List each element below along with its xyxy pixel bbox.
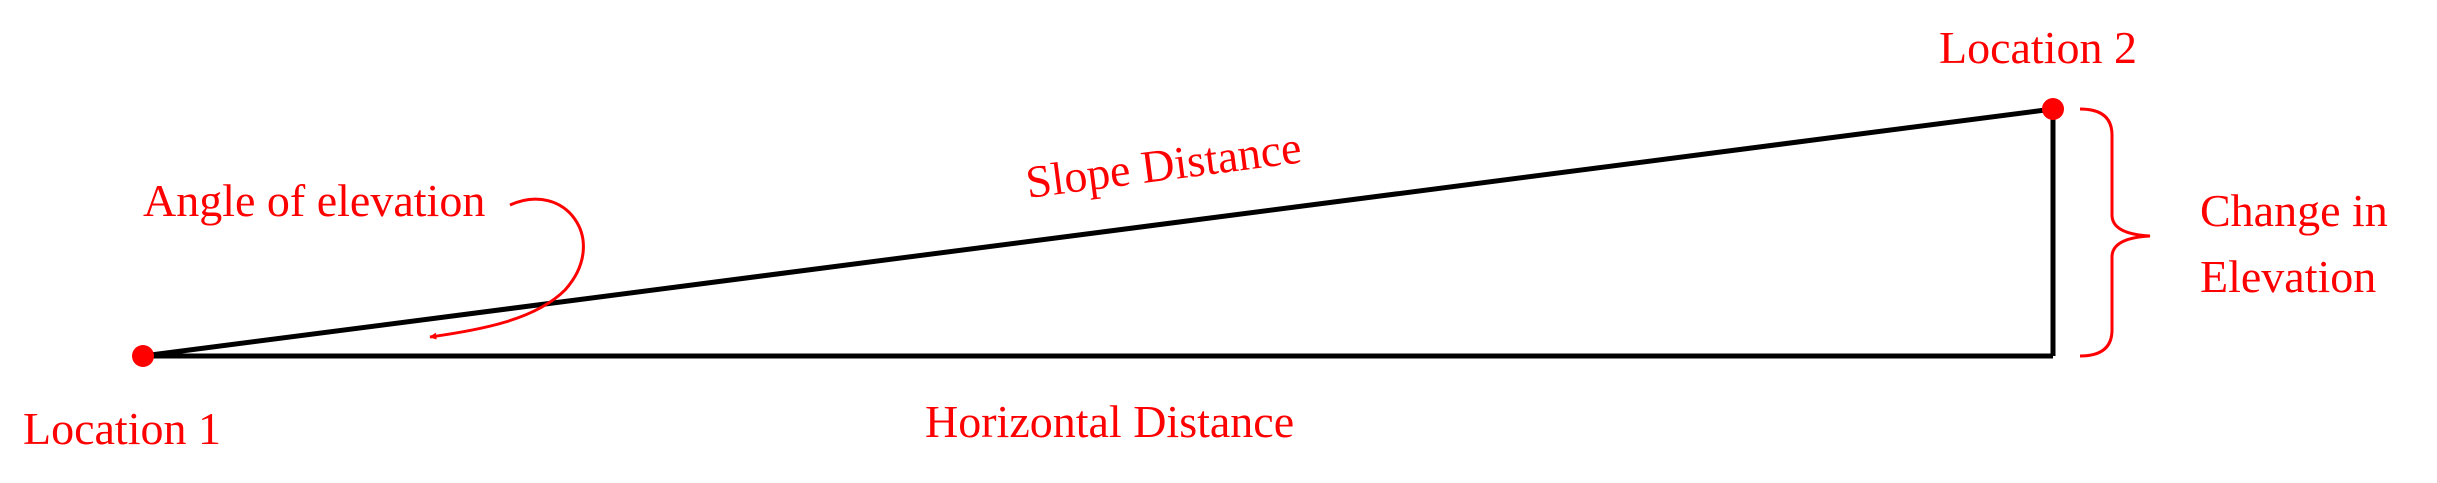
angle-leader-arrow [429,197,585,340]
angle-of-elevation-label: Angle of elevation [143,175,485,226]
location-2-label: Location 2 [1939,22,2137,73]
location-2-point [2042,98,2064,120]
elevation-label: Elevation [2200,251,2376,302]
location-1-point [132,345,154,367]
slope-distance-line [142,106,2054,359]
slope-distance-label: Slope Distance [1023,122,1304,208]
location-1-label: Location 1 [23,403,221,454]
horizontal-distance-label: Horizontal Distance [925,396,1294,447]
elevation-brace [2079,107,2151,358]
change-in-label: Change in [2200,185,2388,236]
